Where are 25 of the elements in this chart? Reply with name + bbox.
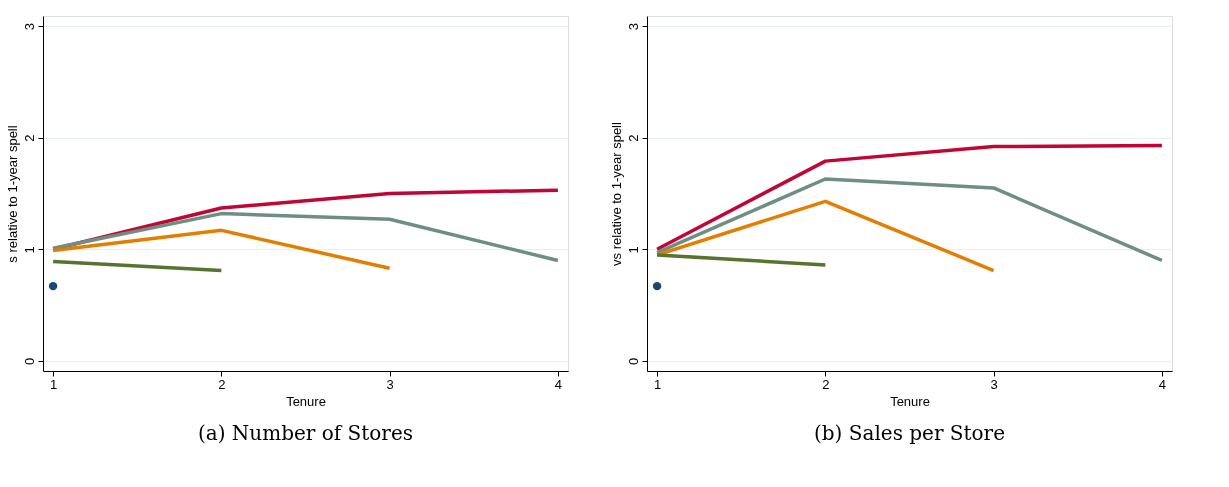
x-tick-label: 2 xyxy=(822,376,830,392)
x-tick-label: 4 xyxy=(554,376,563,392)
y-tick-label: 0 xyxy=(625,357,641,366)
y-tick-label: 1 xyxy=(625,246,641,254)
y-tick-label: 2 xyxy=(625,134,641,142)
y-tick-label: 3 xyxy=(21,22,37,31)
y-tick-label: 1 xyxy=(21,246,37,254)
x-tick-label: 3 xyxy=(990,376,998,392)
x-axis-title: Tenure xyxy=(890,393,930,409)
line-series xyxy=(51,211,560,263)
y-axis-title: s relative to 1-year spell xyxy=(4,125,20,263)
x-tick-label: 4 xyxy=(1158,376,1167,392)
x-tick-label: 3 xyxy=(386,376,394,392)
text: (b) Sales per Store xyxy=(814,421,1005,445)
y-axis-title: vs relative to 1-year spell xyxy=(608,122,624,266)
x-tick-label: 1 xyxy=(653,376,662,392)
x-axis-title: Tenure xyxy=(286,393,326,409)
text: (a) Number of Stores xyxy=(197,421,414,445)
line-series xyxy=(655,143,1164,252)
line-series xyxy=(655,177,1164,263)
y-tick-label: 3 xyxy=(625,22,641,31)
x-tick-label: 1 xyxy=(49,376,58,392)
y-tick-label: 2 xyxy=(21,134,37,142)
x-tick-label: 2 xyxy=(218,376,226,392)
y-tick-label: 0 xyxy=(21,357,37,366)
